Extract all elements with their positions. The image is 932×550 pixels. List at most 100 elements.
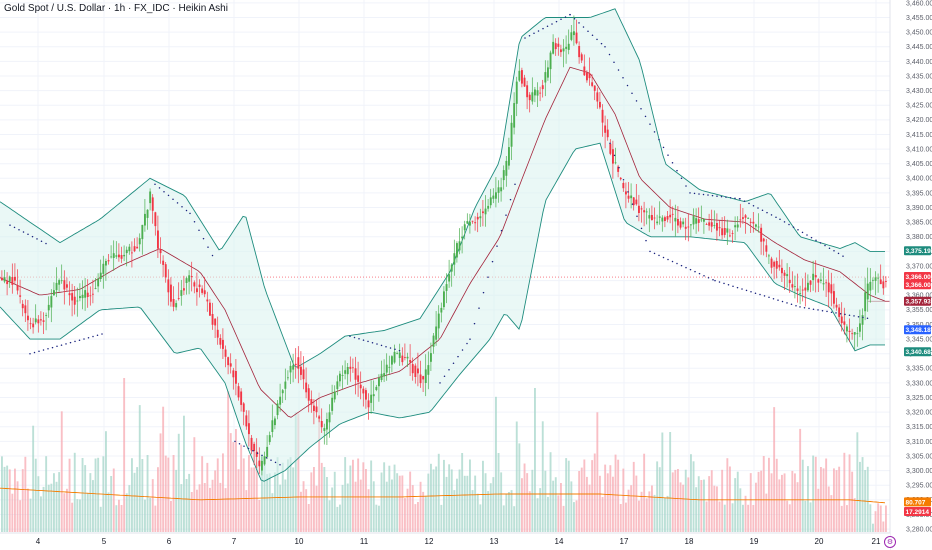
candle — [547, 60, 549, 81]
volume-bar — [721, 469, 724, 532]
candle-body — [609, 143, 612, 154]
candle-body — [359, 384, 362, 389]
candle-body — [393, 351, 396, 363]
candle — [710, 209, 713, 233]
sar-dot — [31, 235, 34, 238]
candle-body — [817, 279, 820, 283]
sar-dot — [830, 311, 833, 313]
volume-bar — [619, 504, 622, 532]
sar-dot — [754, 292, 757, 294]
volume-bar — [76, 499, 79, 532]
volume-bar — [170, 501, 172, 532]
candle — [518, 59, 521, 82]
candle — [606, 119, 609, 141]
sar-dot — [766, 211, 768, 214]
candle — [336, 375, 339, 396]
sar-dot — [29, 352, 31, 355]
candle-body — [479, 216, 482, 219]
volume-bar — [274, 472, 276, 532]
sar-dot — [514, 183, 516, 185]
candle-body — [430, 353, 432, 362]
candle-body — [716, 223, 718, 231]
candle — [482, 200, 484, 227]
candle-body — [8, 276, 11, 282]
volume-bar — [853, 498, 856, 532]
sar-dot — [613, 154, 616, 157]
candle — [115, 241, 118, 259]
candle — [21, 300, 24, 317]
volume-bar — [27, 488, 29, 532]
volume-bar — [739, 488, 742, 532]
candle — [89, 286, 92, 306]
candle-body — [248, 423, 250, 435]
candle — [362, 386, 365, 407]
candle — [437, 305, 440, 339]
candle-body — [661, 217, 664, 222]
candle-body — [401, 355, 404, 363]
candle-body — [294, 363, 297, 366]
volume-bar — [224, 488, 227, 532]
sar-dot — [478, 307, 480, 309]
volume-bar — [305, 489, 308, 532]
candle-body — [219, 338, 222, 345]
candle-body — [773, 261, 776, 267]
sar-dot — [819, 242, 822, 244]
candle — [222, 328, 224, 359]
candle — [580, 52, 583, 63]
candle — [404, 343, 406, 361]
candle — [692, 208, 695, 230]
sar-dot — [172, 198, 174, 200]
candle — [635, 184, 638, 206]
sar-dot — [591, 34, 594, 37]
candle — [102, 255, 105, 289]
candle-body — [333, 391, 336, 400]
volume-bar — [8, 469, 11, 532]
candle — [523, 74, 526, 87]
volume-bar — [638, 500, 640, 532]
candle-body — [591, 82, 594, 86]
candle — [505, 156, 508, 187]
price-tick-label: 3,415.000 — [906, 132, 932, 139]
sar-dot — [47, 348, 49, 350]
sar-dot — [712, 278, 714, 281]
volume-bar — [812, 455, 815, 532]
sar-dot — [211, 254, 214, 257]
candle-body — [601, 109, 604, 123]
candle — [726, 219, 729, 245]
sar-dot — [560, 18, 562, 21]
candle — [536, 82, 539, 107]
sar-dot — [689, 192, 691, 194]
volume-bar — [339, 504, 341, 532]
sar-dot — [729, 196, 732, 199]
gear-icon[interactable]: ⚙ — [884, 536, 896, 548]
sar-dot — [676, 169, 678, 172]
volume-bar — [219, 482, 222, 532]
volume-bar — [16, 481, 19, 532]
candle-body — [877, 277, 880, 279]
candle — [313, 399, 315, 425]
candle-body — [679, 221, 682, 228]
volume-bar — [81, 458, 84, 532]
candle-body — [437, 313, 440, 329]
price-tag: 80.707 — [904, 497, 931, 507]
volume-bar — [648, 491, 651, 532]
candle-body — [297, 357, 300, 369]
candle-body — [456, 243, 458, 258]
price-tick-label: 3,445.000 — [906, 44, 932, 51]
price-tick-label: 3,460.000 — [906, 0, 932, 7]
volume-bar — [34, 458, 37, 532]
candle — [489, 188, 492, 209]
candle-body — [713, 225, 716, 226]
volume-bar — [151, 479, 154, 532]
candle-body — [99, 272, 102, 279]
candle — [773, 260, 776, 280]
candle — [427, 351, 430, 390]
volume-bar — [310, 472, 313, 532]
candle-body — [180, 290, 183, 296]
candle — [11, 263, 14, 294]
candle — [73, 286, 76, 315]
sar-dot — [207, 246, 209, 248]
candle — [250, 435, 253, 455]
candle — [534, 87, 536, 103]
